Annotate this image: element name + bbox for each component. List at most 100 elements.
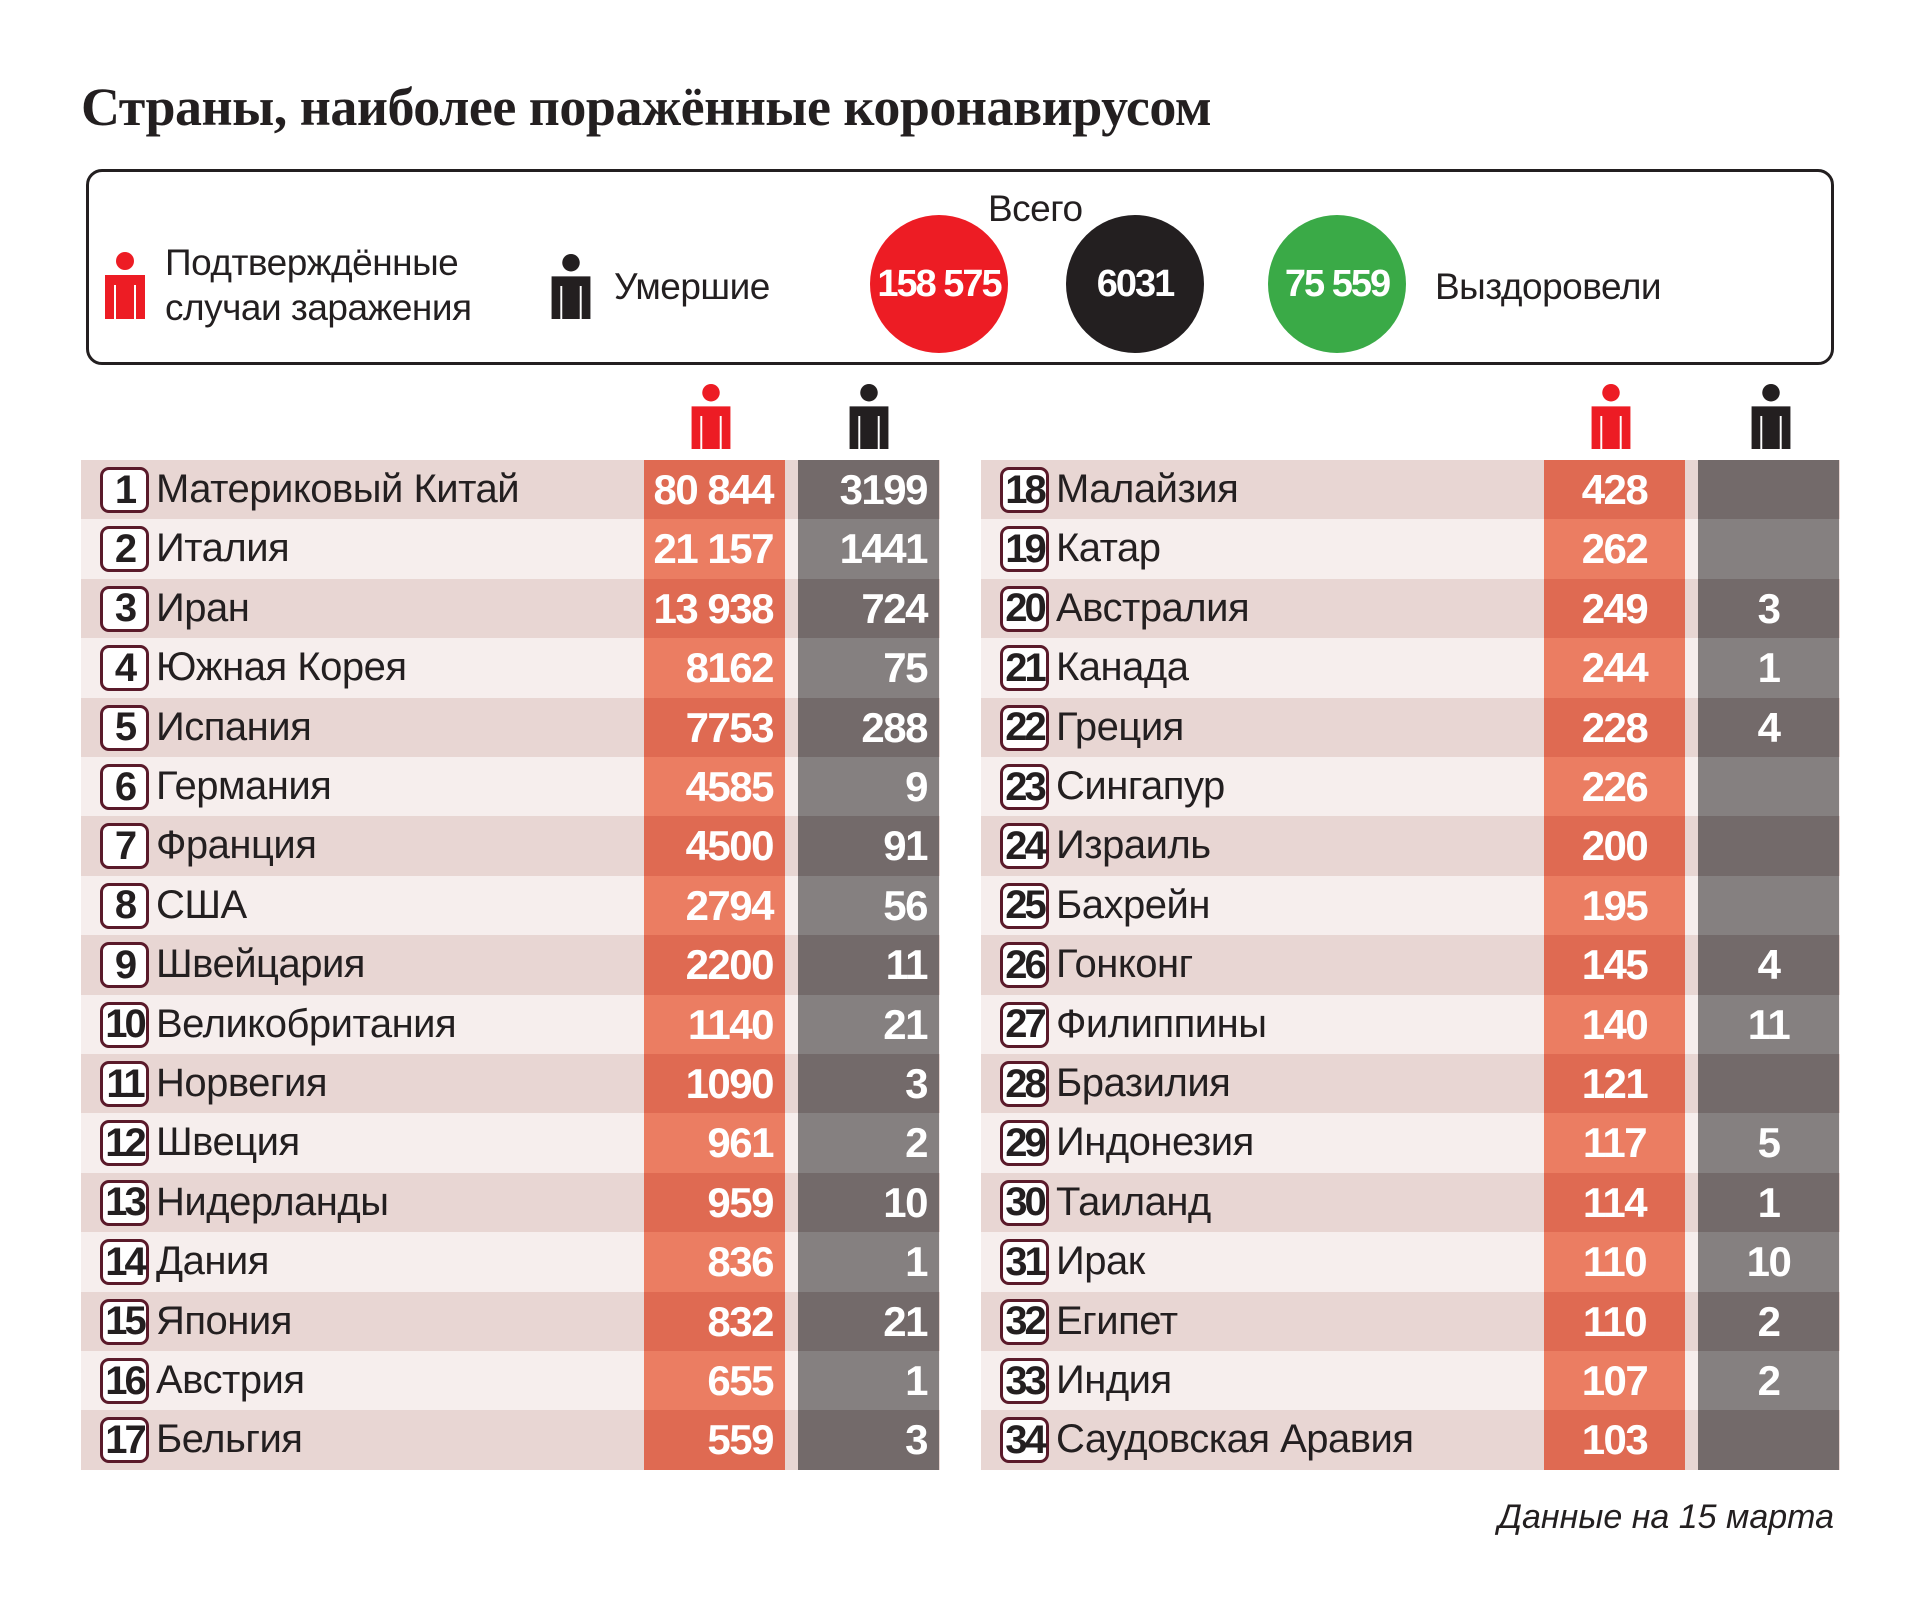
table-row: 27 Филиппины 140 11 bbox=[981, 994, 1840, 1054]
rank-badge: 1 bbox=[100, 467, 149, 513]
rank-badge: 6 bbox=[100, 764, 149, 810]
deaths-count: 21 bbox=[798, 1291, 939, 1351]
deaths-count: 1441 bbox=[798, 519, 939, 579]
country-name: Швеция bbox=[156, 1120, 300, 1165]
deaths-count: 75 bbox=[798, 638, 939, 698]
table-row: 8 США 2794 56 bbox=[81, 875, 940, 936]
country-name: Гонконг bbox=[1056, 942, 1193, 987]
rank-badge: 30 bbox=[1000, 1179, 1049, 1226]
confirmed-cases: 140 bbox=[1544, 994, 1685, 1054]
rank-badge: 26 bbox=[1000, 942, 1049, 989]
confirmed-cases: 145 bbox=[1544, 935, 1685, 995]
table-row: 3 Иран 13 938 724 bbox=[81, 578, 940, 639]
confirmed-cases: 21 157 bbox=[644, 519, 785, 579]
deaths-count: 4 bbox=[1698, 935, 1839, 995]
rank-badge: 28 bbox=[1000, 1061, 1049, 1107]
country-name: Египет bbox=[1056, 1298, 1178, 1343]
table-row: 23 Сингапур 226 bbox=[981, 757, 1840, 817]
column-header-confirmed-icon bbox=[686, 383, 736, 456]
rank-badge: 2 bbox=[100, 526, 149, 573]
confirmed-cases: 961 bbox=[644, 1113, 785, 1173]
total-deaths-circle: 6031 bbox=[1066, 215, 1204, 353]
table-row: 20 Австралия 249 3 bbox=[981, 578, 1840, 639]
table-row: 33 Индия 107 2 bbox=[981, 1351, 1840, 1411]
table-row: 11 Норвегия 1090 3 bbox=[81, 1054, 940, 1114]
table-row: 28 Бразилия 121 bbox=[981, 1054, 1840, 1114]
country-name: Греция bbox=[1056, 704, 1184, 749]
rank-badge: 31 bbox=[1000, 1239, 1049, 1286]
rank-badge: 29 bbox=[1000, 1120, 1049, 1167]
confirmed-cases: 110 bbox=[1544, 1291, 1685, 1351]
deaths-count: 91 bbox=[798, 816, 939, 876]
country-name: Великобритания bbox=[156, 1001, 457, 1046]
rank-badge: 34 bbox=[1000, 1417, 1049, 1464]
country-name: Индия bbox=[1056, 1358, 1172, 1402]
legend-confirmed-label: Подтверждённые случаи заражения bbox=[165, 240, 472, 330]
confirmed-cases: 110 bbox=[1544, 1232, 1685, 1292]
deaths-count: 2 bbox=[798, 1113, 939, 1173]
rank-badge: 13 bbox=[100, 1179, 149, 1226]
column-header-deaths-icon bbox=[1746, 383, 1796, 456]
data-date-note: Данные на 15 марта bbox=[1498, 1498, 1834, 1536]
deaths-count: 3 bbox=[798, 1410, 939, 1470]
confirmed-cases: 262 bbox=[1544, 519, 1685, 579]
table-row: 7 Франция 4500 91 bbox=[81, 816, 940, 876]
deaths-count: 3 bbox=[1698, 578, 1839, 639]
deaths-count: 1 bbox=[1698, 1172, 1839, 1233]
confirmed-cases: 2200 bbox=[644, 935, 785, 995]
table-row: 14 Дания 836 1 bbox=[81, 1232, 940, 1292]
legend-recovered-label: Выздоровели bbox=[1435, 266, 1662, 307]
table-row: 25 Бахрейн 195 bbox=[981, 875, 1840, 936]
table-row: 2 Италия 21 157 1441 bbox=[81, 519, 940, 579]
rank-badge: 33 bbox=[1000, 1358, 1049, 1404]
confirmed-cases: 103 bbox=[1544, 1410, 1685, 1470]
country-name: Швейцария bbox=[156, 942, 365, 987]
rank-badge: 10 bbox=[100, 1001, 149, 1048]
confirmed-cases: 107 bbox=[1544, 1351, 1685, 1411]
total-recovered-circle: 75 559 bbox=[1268, 215, 1406, 353]
rank-badge: 15 bbox=[100, 1298, 149, 1345]
table-row: 30 Таиланд 114 1 bbox=[981, 1172, 1840, 1233]
confirmed-cases: 121 bbox=[1544, 1054, 1685, 1114]
total-confirmed-circle: 158 575 bbox=[870, 215, 1008, 353]
deaths-count: 2 bbox=[1698, 1291, 1839, 1351]
deaths-count: 56 bbox=[798, 875, 939, 936]
country-name: США bbox=[156, 882, 247, 927]
confirmed-cases: 832 bbox=[644, 1291, 785, 1351]
country-name: Малайзия bbox=[1056, 467, 1239, 511]
rank-badge: 23 bbox=[1000, 764, 1049, 810]
country-name: Италия bbox=[156, 526, 290, 571]
page-title: Страны, наиболее поражённые коронавирусо… bbox=[81, 77, 1212, 137]
confirmed-cases: 244 bbox=[1544, 638, 1685, 698]
table-row: 19 Катар 262 bbox=[981, 519, 1840, 579]
deaths-count: 288 bbox=[798, 697, 939, 757]
deaths-count bbox=[1698, 1054, 1839, 1114]
deaths-count: 2 bbox=[1698, 1351, 1839, 1411]
confirmed-cases: 428 bbox=[1544, 460, 1685, 520]
rank-badge: 19 bbox=[1000, 526, 1049, 573]
country-name: Материковый Китай bbox=[156, 467, 520, 511]
confirmed-cases: 959 bbox=[644, 1172, 785, 1233]
confirmed-cases: 655 bbox=[644, 1351, 785, 1411]
rank-badge: 5 bbox=[100, 704, 149, 751]
rank-badge: 24 bbox=[1000, 823, 1049, 870]
rank-badge: 32 bbox=[1000, 1298, 1049, 1345]
confirmed-cases: 2794 bbox=[644, 875, 785, 936]
table-row: 4 Южная Корея 8162 75 bbox=[81, 638, 940, 698]
confirmed-cases: 4500 bbox=[644, 816, 785, 876]
table-row: 32 Египет 110 2 bbox=[981, 1291, 1840, 1351]
deaths-count: 1 bbox=[1698, 638, 1839, 698]
confirmed-cases: 80 844 bbox=[644, 460, 785, 520]
deaths-count: 3 bbox=[798, 1054, 939, 1114]
deaths-count bbox=[1698, 460, 1839, 520]
country-name: Сингапур bbox=[1056, 764, 1225, 808]
table-row: 5 Испания 7753 288 bbox=[81, 697, 940, 757]
confirmed-cases: 228 bbox=[1544, 697, 1685, 757]
country-name: Дания bbox=[156, 1239, 269, 1284]
legend-confirmed-line1: Подтверждённые bbox=[165, 242, 459, 283]
confirmed-cases: 8162 bbox=[644, 638, 785, 698]
rank-badge: 12 bbox=[100, 1120, 149, 1167]
deaths-count: 10 bbox=[1698, 1232, 1839, 1292]
table-row: 29 Индонезия 117 5 bbox=[981, 1113, 1840, 1173]
table-row: 10 Великобритания 1140 21 bbox=[81, 994, 940, 1054]
